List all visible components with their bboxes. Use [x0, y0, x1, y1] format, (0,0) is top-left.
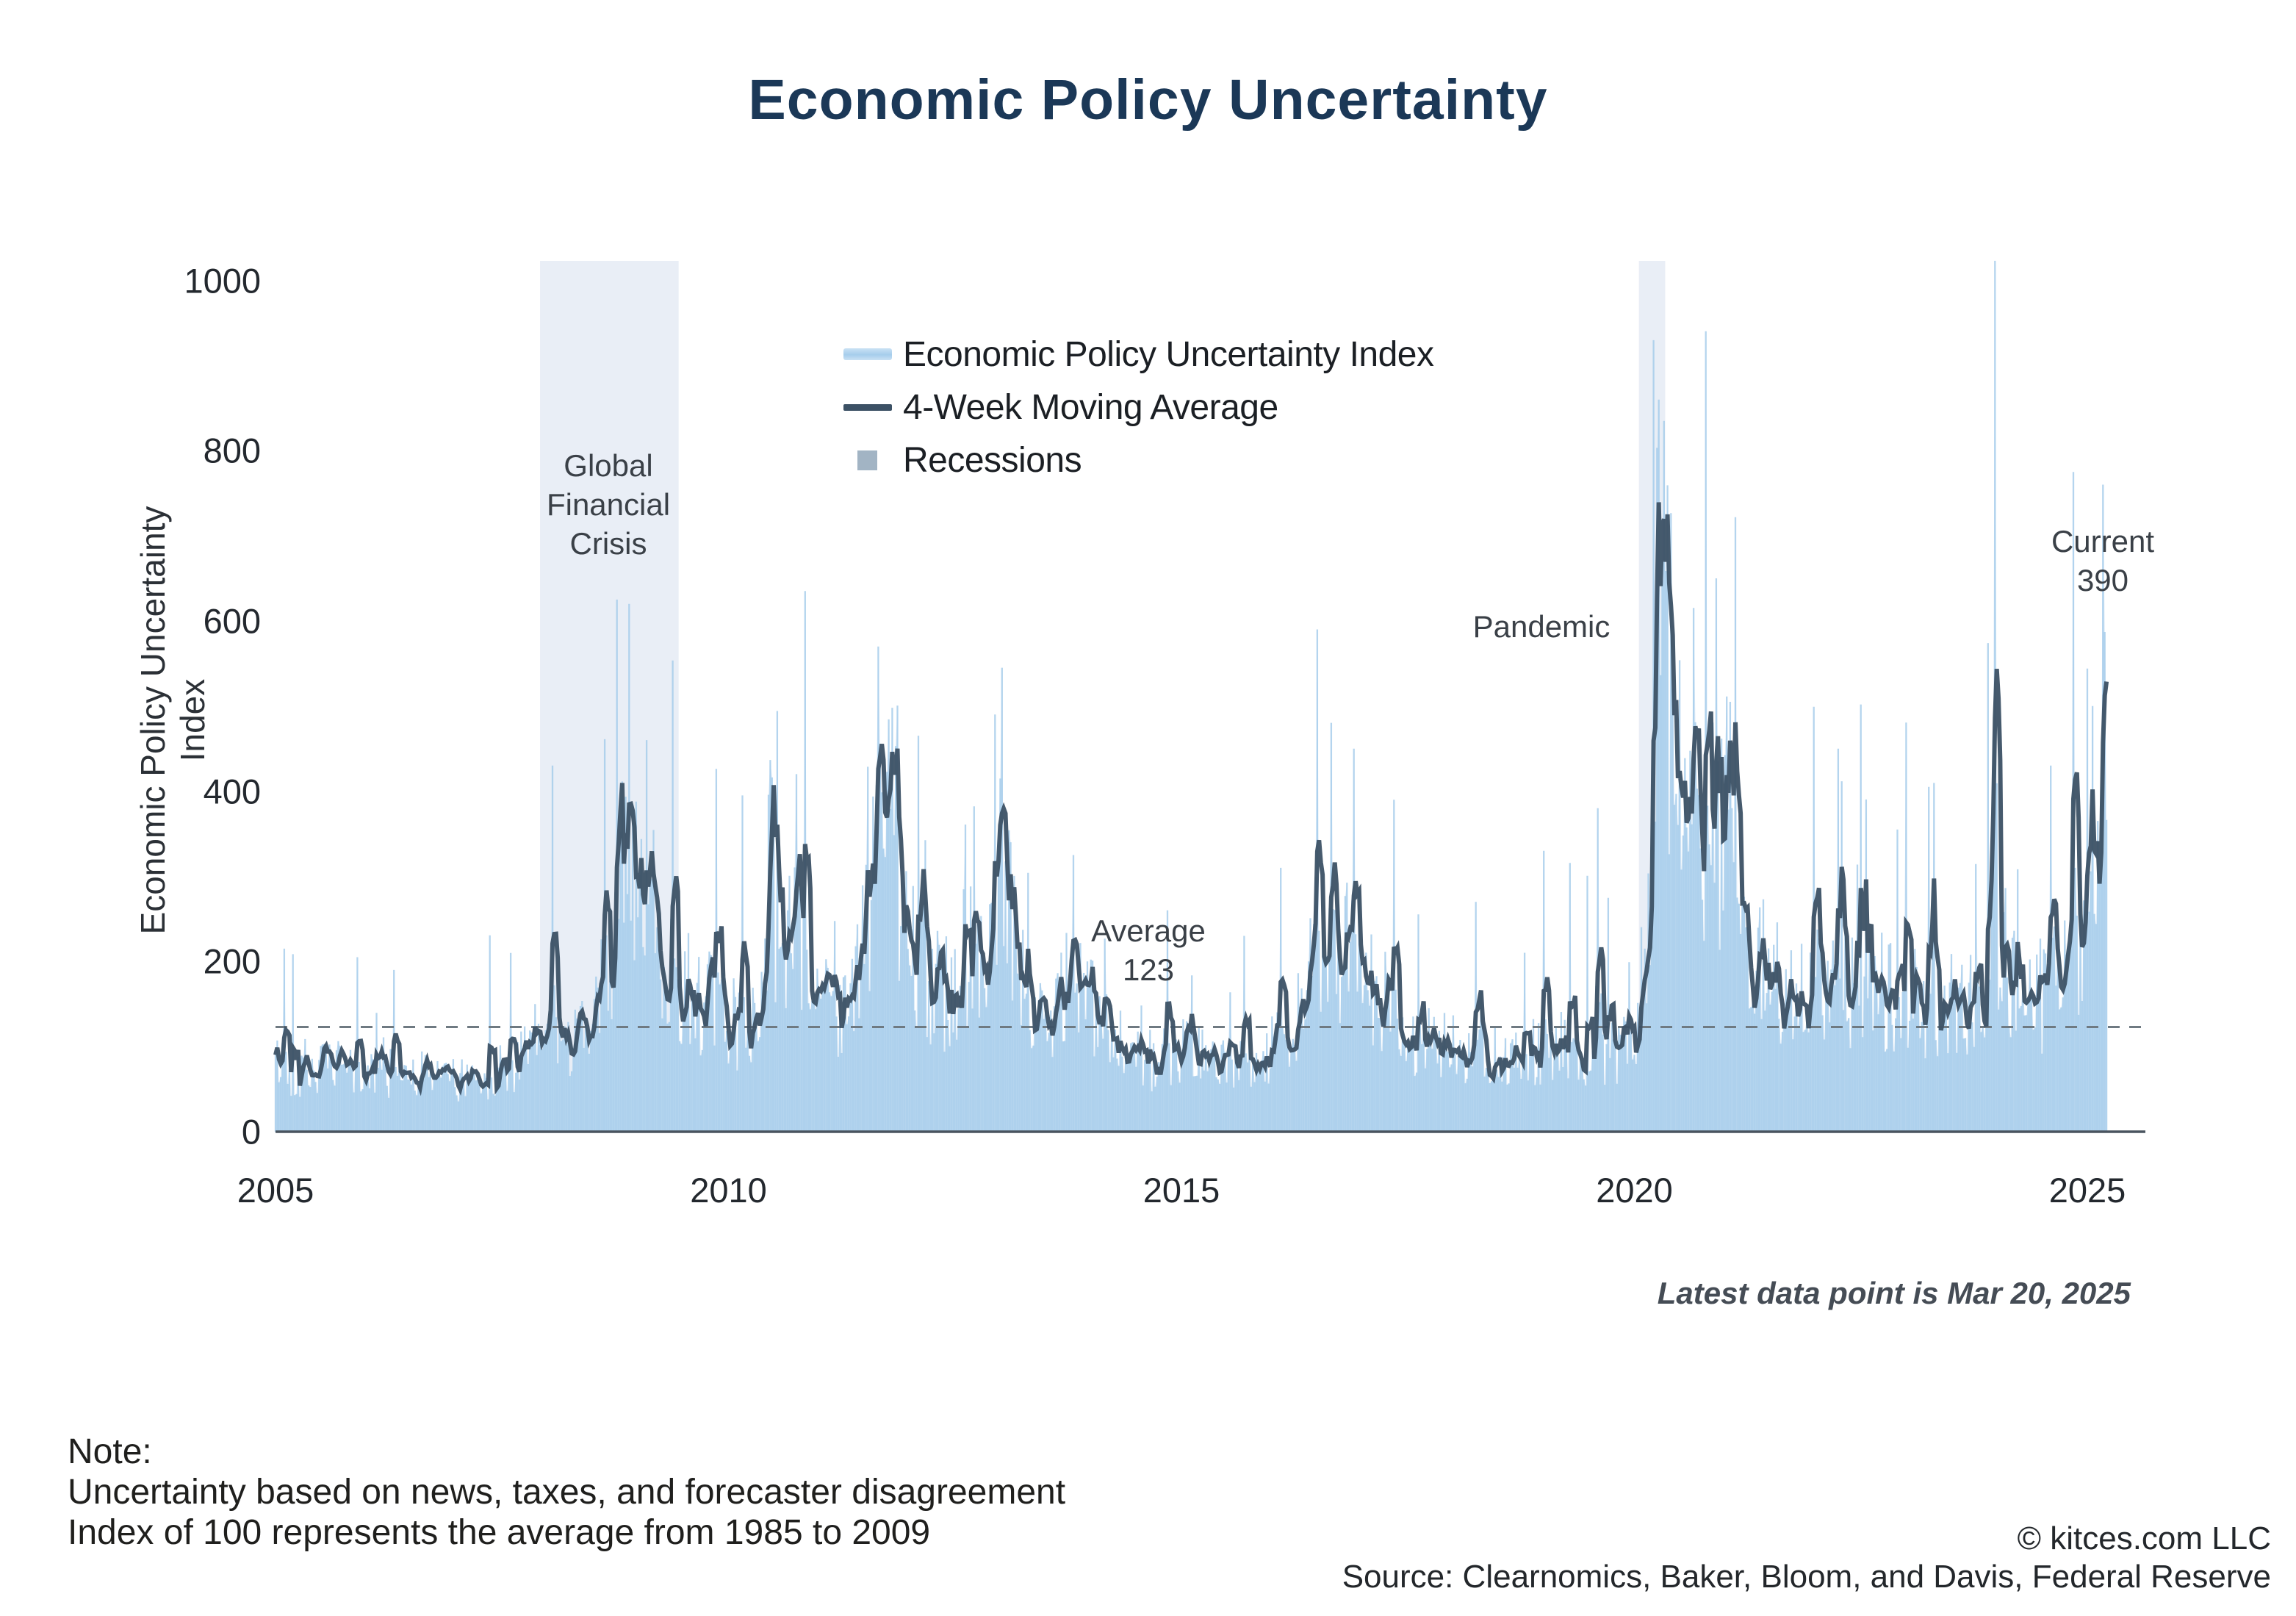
x-tick-label: 2005 — [237, 1171, 314, 1210]
y-axis-title: Economic Policy Uncertainty Index — [134, 506, 212, 935]
legend-item-moving-average: 4-Week Moving Average — [843, 381, 1433, 434]
epu-index-weekly-bars — [274, 260, 2108, 1132]
legend-label: Economic Policy Uncertainty Index — [903, 334, 1434, 374]
footnote-text: Note: Uncertainty based on news, taxes, … — [68, 1432, 1066, 1552]
latest-data-point-note: Latest data point is Mar 20, 2025 — [1657, 1276, 2131, 1310]
annotation-global-financial-crisis: Global Financial Crisis — [546, 448, 671, 561]
moving-average-line — [273, 502, 2109, 1096]
recession-box-swatch — [843, 450, 892, 470]
annotation-current-390: Current 390 — [2051, 524, 2155, 597]
legend-label: Recessions — [903, 440, 1082, 480]
legend-item-recessions: Recessions — [843, 434, 1433, 486]
annotation-pandemic: Pandemic — [1472, 609, 1611, 644]
legend-label: 4-Week Moving Average — [903, 387, 1278, 427]
x-tick-label: 2025 — [2048, 1171, 2126, 1210]
chart-legend: Economic Policy Uncertainty Index 4-Week… — [843, 328, 1434, 486]
y-tick-label: 400 — [203, 772, 261, 811]
moving-average-line-swatch — [843, 403, 892, 411]
copyright-and-source: © kitces.com LLC Source: Clearnomics, Ba… — [1342, 1520, 2271, 1595]
y-tick-label: 0 — [241, 1112, 261, 1152]
x-tick-label: 2015 — [1142, 1171, 1220, 1210]
page-title: Economic Policy Uncertainty — [748, 68, 1548, 132]
x-tick-label: 2020 — [1596, 1171, 1673, 1210]
y-tick-label: 200 — [203, 941, 261, 981]
epu-index-area-swatch — [843, 348, 892, 360]
y-tick-label: 1000 — [184, 261, 261, 300]
x-tick-label: 2010 — [690, 1171, 767, 1210]
y-tick-label: 800 — [203, 431, 261, 470]
annotation-average-123: Average 123 — [1091, 913, 1206, 987]
y-tick-label: 600 — [203, 601, 261, 641]
legend-item-epu-index: Economic Policy Uncertainty Index — [843, 328, 1434, 381]
